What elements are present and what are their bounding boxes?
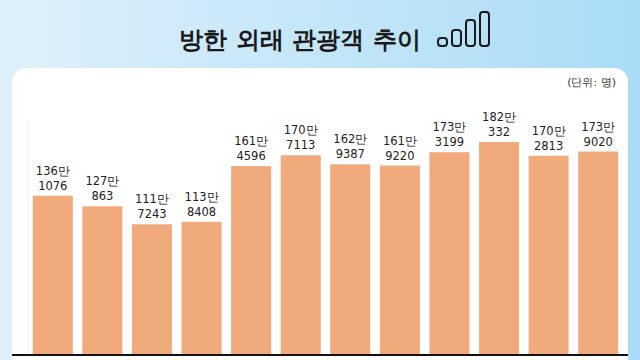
data-label: 161만9220 — [383, 134, 417, 163]
bar — [330, 164, 370, 355]
chart: 방한 외래 관광객 추이 (단위: 명) 136만1076 127만863 111만72… — [0, 0, 640, 360]
bar — [82, 206, 122, 355]
background — [0, 0, 640, 360]
panel — [12, 68, 628, 360]
title: 방한 외래 관광객 추이 — [179, 26, 420, 54]
bar — [429, 152, 469, 355]
bar — [529, 156, 569, 355]
chart-root: 방한 외래 관광객 추이 (단위: 명) 136만1076 127만863 111만72… — [0, 0, 640, 360]
data-label: 136만1076 — [36, 164, 70, 193]
data-label: 173만9020 — [581, 120, 615, 149]
data-label: 170만2813 — [532, 124, 566, 153]
bar — [281, 155, 321, 355]
bar — [231, 166, 271, 355]
data-label: 170만7113 — [284, 123, 318, 152]
bar — [380, 166, 420, 355]
data-label: 182만332 — [482, 110, 516, 139]
bar — [182, 222, 222, 355]
data-label: 161만4596 — [234, 134, 268, 163]
y-axis-line — [28, 121, 29, 355]
title-icon — [438, 12, 489, 46]
data-label: 111만7243 — [135, 192, 169, 221]
bar — [132, 224, 172, 355]
bars — [33, 142, 618, 355]
data-labels: 136만1076 127만863 111만7243 113만8408 161만4596 1… — [36, 110, 615, 221]
unit-label: (단위: 명) — [567, 76, 616, 89]
bar — [33, 196, 73, 355]
bar — [479, 142, 519, 355]
bar — [578, 152, 618, 355]
data-label: 173만3199 — [432, 120, 466, 149]
x-axis-line — [12, 354, 628, 356]
data-label: 113만8408 — [185, 190, 219, 219]
data-label: 127만863 — [85, 174, 119, 203]
data-label: 162만9387 — [333, 132, 367, 161]
